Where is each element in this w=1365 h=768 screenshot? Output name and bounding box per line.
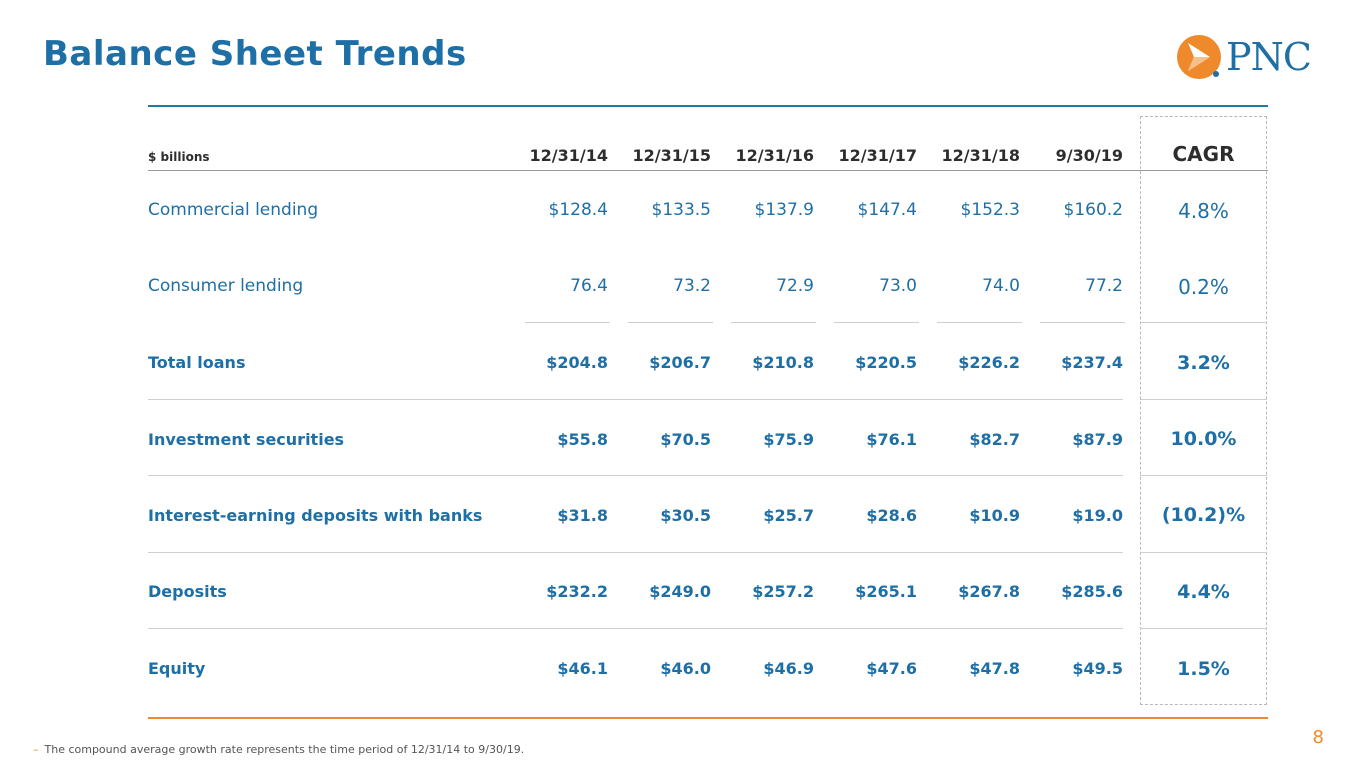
footnote-text: The compound average growth rate represe… <box>44 743 525 756</box>
column-header: 12/31/18 <box>941 146 1020 165</box>
row-divider <box>148 552 1123 553</box>
table-cell: 74.0 <box>982 276 1020 296</box>
subtotal-underline <box>525 322 610 323</box>
top-divider <box>148 105 1268 107</box>
row-divider <box>1140 399 1267 400</box>
table-cell: $137.9 <box>754 200 814 220</box>
table-cell: 73.2 <box>673 276 711 296</box>
table-cell: $49.5 <box>1072 659 1123 678</box>
table-cell: $28.6 <box>866 506 917 525</box>
row-label: Interest-earning deposits with banks <box>148 506 483 525</box>
table-cell: $210.8 <box>752 353 814 372</box>
row-divider <box>148 475 1123 476</box>
table-cell: $249.0 <box>649 582 711 601</box>
footnote: – The compound average growth rate repres… <box>33 743 524 756</box>
pnc-logo-icon <box>1177 35 1221 79</box>
row-label: Commercial lending <box>148 200 319 220</box>
subtotal-underline <box>731 322 816 323</box>
table-cell: $204.8 <box>546 353 608 372</box>
table-cell: $47.8 <box>969 659 1020 678</box>
row-divider <box>1140 475 1267 476</box>
table-cell: 73.0 <box>879 276 917 296</box>
cagr-cell: 4.4% <box>1177 581 1230 603</box>
table-cell: $220.5 <box>855 353 917 372</box>
table-cell: $206.7 <box>649 353 711 372</box>
table-cell: $46.1 <box>557 659 608 678</box>
header-divider <box>148 170 1268 171</box>
table-cell: $76.1 <box>866 430 917 449</box>
unit-label: $ billions <box>148 150 210 164</box>
table-cell: 72.9 <box>776 276 814 296</box>
cagr-cell: 3.2% <box>1177 352 1230 374</box>
row-label: Deposits <box>148 582 227 601</box>
page-number: 8 <box>1312 727 1324 748</box>
table-cell: $285.6 <box>1061 582 1123 601</box>
cagr-cell: 10.0% <box>1170 428 1237 450</box>
row-label: Consumer lending <box>148 276 304 296</box>
column-header: 12/31/17 <box>838 146 917 165</box>
table-cell: $19.0 <box>1072 506 1123 525</box>
subtotal-underline <box>1140 322 1267 323</box>
subtotal-underline <box>628 322 713 323</box>
row-divider <box>1140 628 1267 629</box>
table-cell: $30.5 <box>660 506 711 525</box>
row-divider <box>148 399 1123 400</box>
cagr-header: CAGR <box>1172 142 1235 166</box>
table-cell: 76.4 <box>570 276 608 296</box>
table-cell: $55.8 <box>557 430 608 449</box>
table-cell: $75.9 <box>763 430 814 449</box>
table-cell: $70.5 <box>660 430 711 449</box>
bottom-divider <box>148 717 1268 719</box>
table-cell: $257.2 <box>752 582 814 601</box>
row-divider <box>1140 552 1267 553</box>
table-cell: $31.8 <box>557 506 608 525</box>
cagr-cell: (10.2)% <box>1161 504 1246 526</box>
cagr-column-box <box>1140 116 1267 705</box>
cagr-cell: 4.8% <box>1178 199 1229 223</box>
table-cell: $46.0 <box>660 659 711 678</box>
footnote-bullet: – <box>33 743 39 756</box>
row-label: Total loans <box>148 353 246 372</box>
subtotal-underline <box>937 322 1022 323</box>
table-cell: $237.4 <box>1061 353 1123 372</box>
table-cell: $265.1 <box>855 582 917 601</box>
table-cell: $25.7 <box>763 506 814 525</box>
table-cell: $160.2 <box>1063 200 1123 220</box>
cagr-cell: 0.2% <box>1178 275 1229 299</box>
table-cell: $46.9 <box>763 659 814 678</box>
column-header: 12/31/15 <box>632 146 711 165</box>
table-cell: $47.6 <box>866 659 917 678</box>
table-cell: $10.9 <box>969 506 1020 525</box>
table-cell: $147.4 <box>857 200 917 220</box>
cagr-cell: 1.5% <box>1177 658 1230 680</box>
table-cell: $133.5 <box>651 200 711 220</box>
table-cell: $267.8 <box>958 582 1020 601</box>
table-cell: $128.4 <box>548 200 608 220</box>
table-cell: $232.2 <box>546 582 608 601</box>
table-cell: $82.7 <box>969 430 1020 449</box>
table-cell: $87.9 <box>1072 430 1123 449</box>
subtotal-underline <box>834 322 919 323</box>
table-cell: $226.2 <box>958 353 1020 372</box>
subtotal-underline <box>1040 322 1125 323</box>
column-header: 9/30/19 <box>1055 146 1123 165</box>
logo-wordmark: PNC <box>1226 35 1312 79</box>
row-label: Investment securities <box>148 430 345 449</box>
row-label: Equity <box>148 659 206 678</box>
page-title: Balance Sheet Trends <box>43 34 467 74</box>
column-header: 12/31/16 <box>735 146 814 165</box>
table-cell: $152.3 <box>960 200 1020 220</box>
column-header: 12/31/14 <box>529 146 608 165</box>
row-divider <box>148 628 1123 629</box>
pnc-logo: PNC <box>1176 34 1336 80</box>
table-cell: 77.2 <box>1085 276 1123 296</box>
